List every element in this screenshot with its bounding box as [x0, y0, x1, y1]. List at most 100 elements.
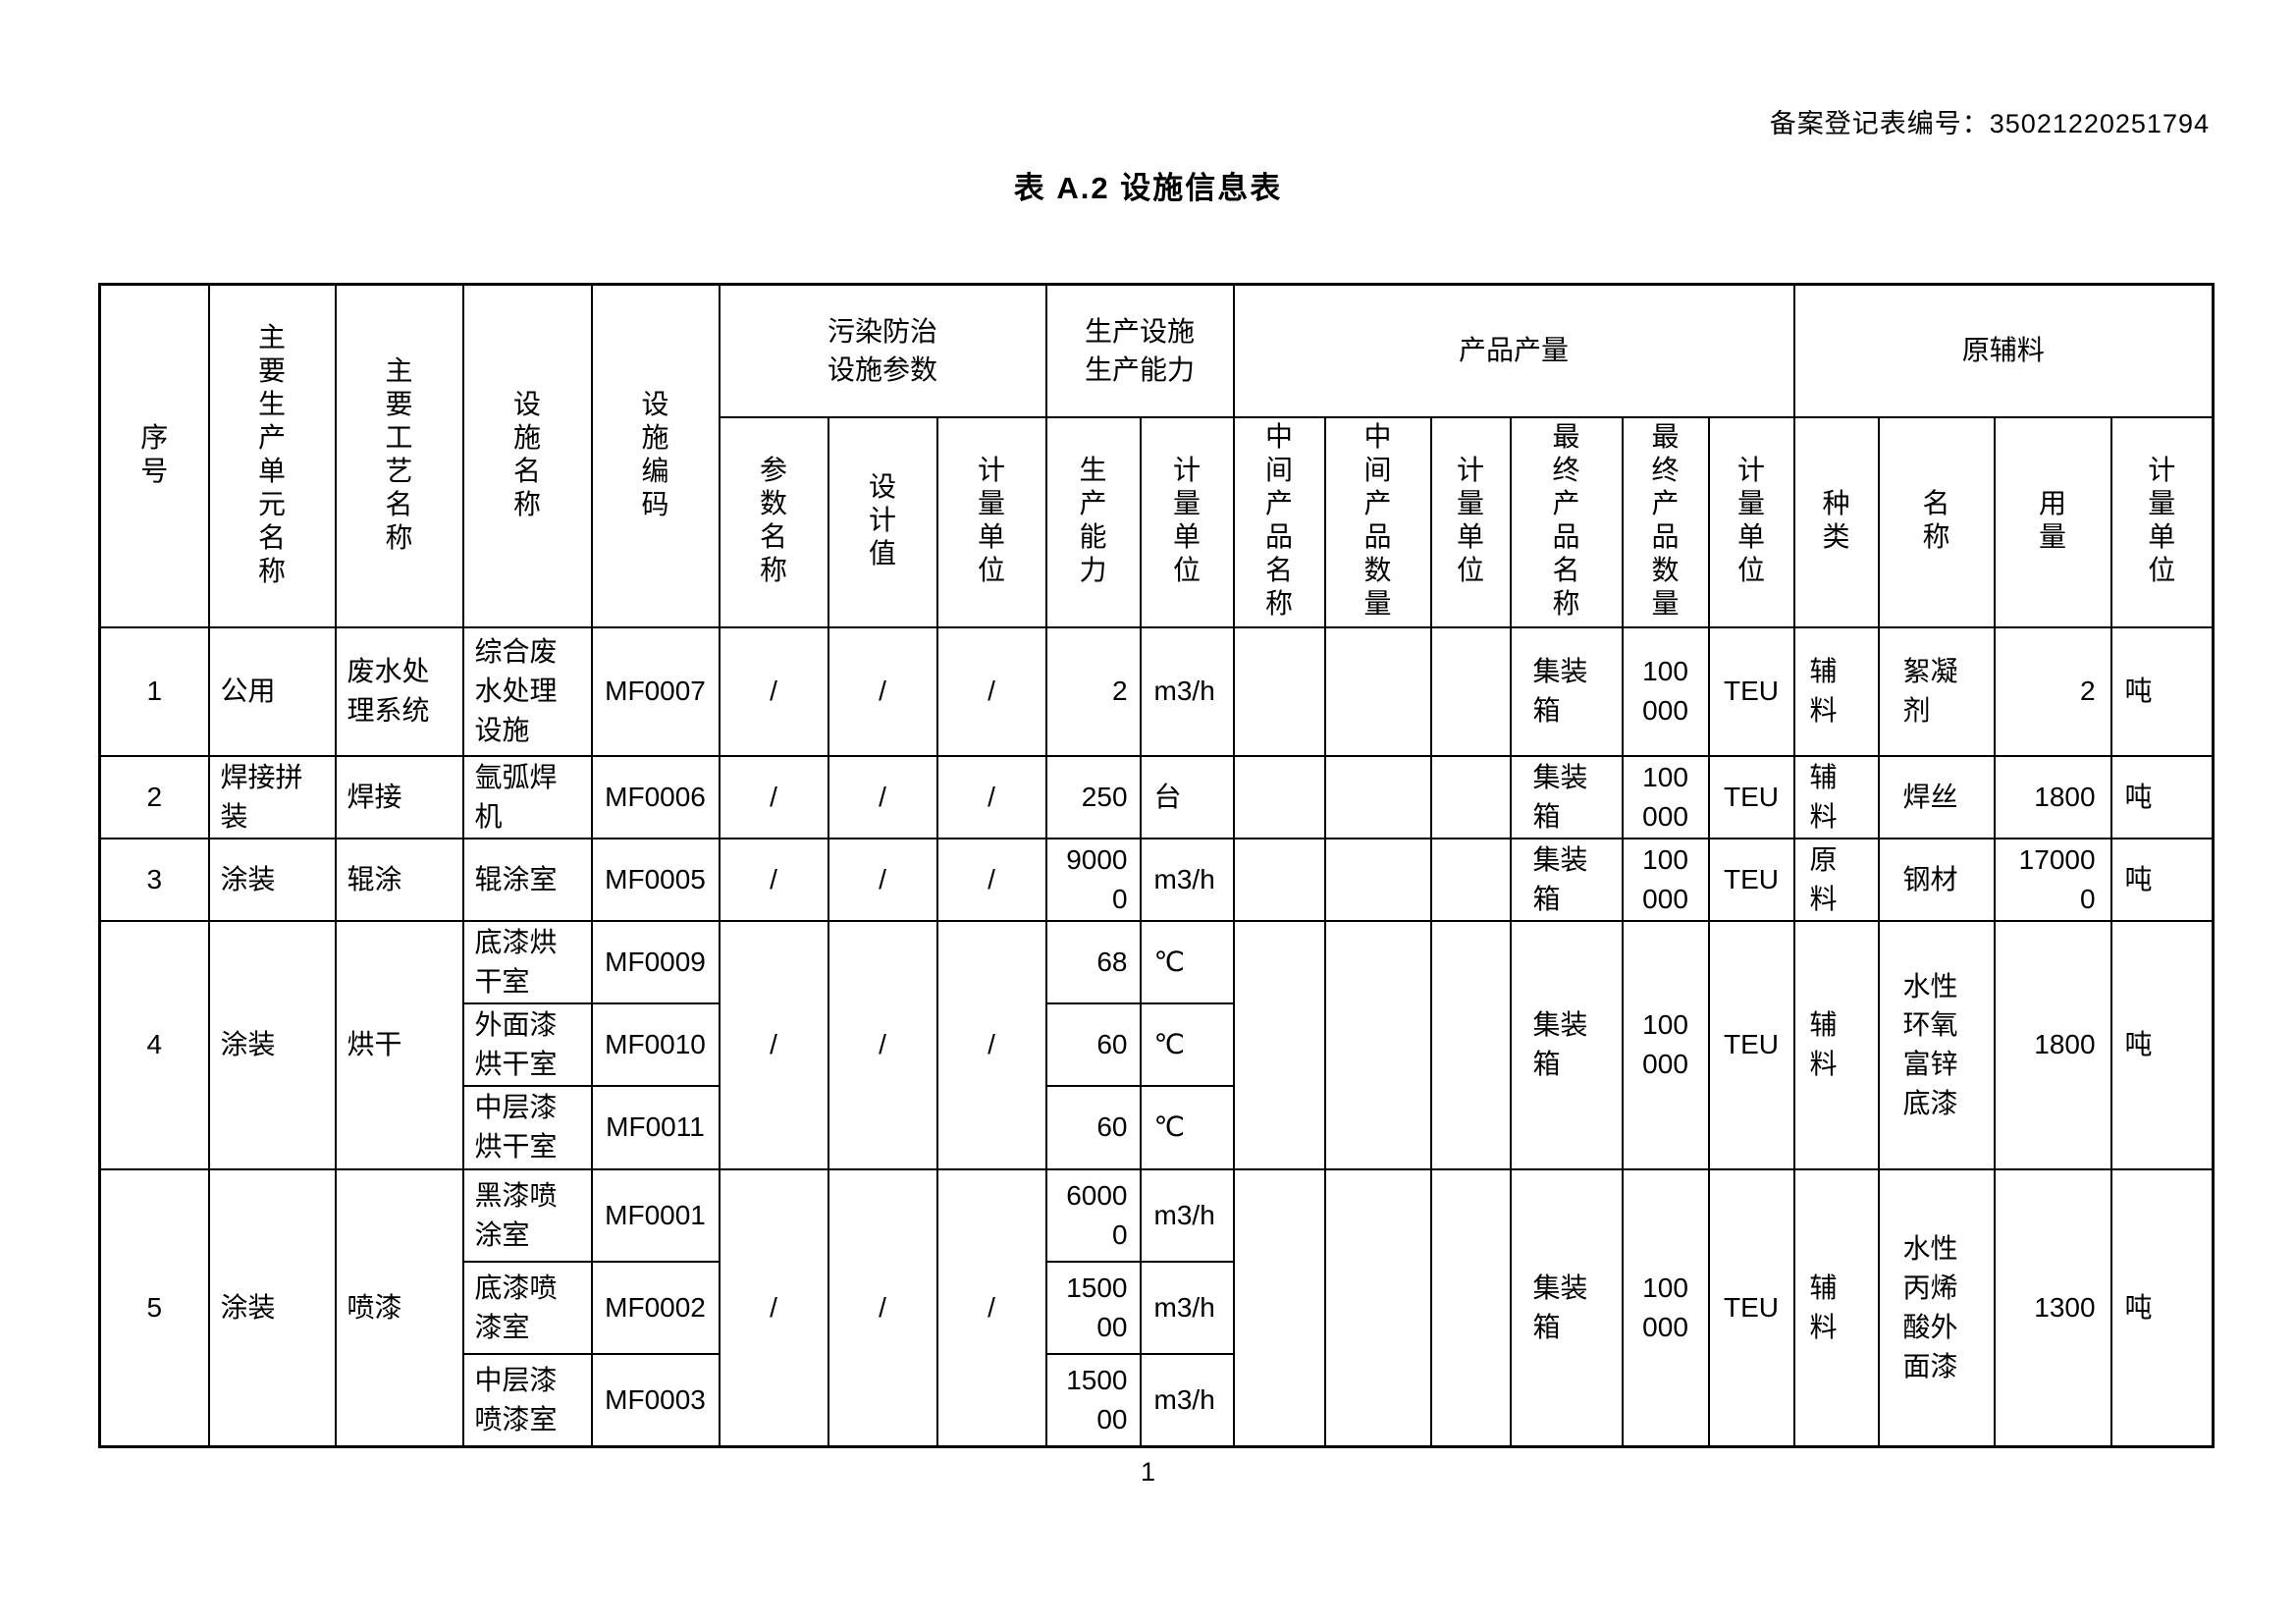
col-header-production-capacity-label: 生产能力	[1079, 455, 1107, 586]
col-header-material-amount-label: 用量	[2039, 488, 2067, 553]
cell-seq: 5	[98, 1167, 210, 1448]
cell-facility-code: MF0003	[590, 1352, 721, 1448]
cell-material-name: 焊丝	[1877, 754, 1996, 839]
cell-main-process: 焊接	[334, 754, 464, 839]
cell-param-name: /	[718, 837, 829, 922]
table-row: 1 公用 废水处理系统 综合废水处理设施 MF0007 / / / 2 m3/h…	[98, 625, 2215, 757]
group-header-product-output: 产品产量	[1232, 283, 1795, 418]
cell-mid-product-qty	[1323, 919, 1432, 1170]
col-header-mid-product-qty-label: 中间产品数量	[1363, 421, 1392, 620]
page-title: 表 A.2 设施信息表	[1013, 171, 1283, 205]
col-header-design-value: 设计值	[827, 415, 938, 628]
col-header-facility-code-label: 设施编码	[641, 388, 669, 519]
cell-facility-code: MF0006	[590, 754, 721, 839]
cell-material-amount: 1800	[1993, 919, 2112, 1170]
cell-main-process: 喷漆	[334, 1167, 464, 1448]
col-header-main-unit: 主要生产单元名称	[207, 283, 337, 628]
cell-material-kind: 原料	[1792, 837, 1880, 922]
cell-facility-code: MF0007	[590, 625, 721, 757]
cell-material-unit: 吨	[2109, 837, 2215, 922]
cell-final-product-qty: 100 000	[1621, 625, 1710, 757]
cell-final-product-unit: TEU	[1707, 837, 1795, 922]
cell-material-name: 絮凝剂	[1877, 625, 1996, 757]
cell-facility-name: 底漆烘干室	[461, 919, 593, 1004]
group-header-pollution-params: 污染防治 设施参数	[718, 283, 1047, 418]
group-header-raw-materials: 原辅料	[1792, 283, 2215, 418]
col-header-final-product-name: 最终产品名称	[1509, 415, 1624, 628]
cell-param-unit: /	[935, 625, 1047, 757]
table-row: 底漆喷漆室 MF0002 150000 m3/h	[100, 1260, 2214, 1355]
cell-material-kind: 辅料	[1792, 625, 1880, 757]
cell-material-name: 水性环氧富锌底漆	[1877, 919, 1996, 1170]
cell-main-unit: 涂装	[207, 837, 337, 922]
col-header-material-kind: 种类	[1792, 415, 1880, 628]
col-header-main-process-label: 主要工艺名称	[385, 354, 413, 553]
cell-final-product-name: 集装箱	[1509, 625, 1624, 757]
cell-mid-product-unit	[1429, 919, 1512, 1170]
cell-final-product-name: 集装箱	[1509, 1167, 1624, 1448]
cell-facility-name: 氩弧焊机	[461, 754, 593, 839]
cell-mid-product-unit	[1429, 754, 1512, 839]
col-header-final-product-name-label: 最终产品名称	[1552, 421, 1580, 620]
cell-seq: 2	[98, 754, 210, 839]
col-header-facility-code: 设施编码	[590, 283, 721, 628]
group-header-production-capacity: 生产设施 生产能力	[1044, 283, 1235, 418]
cell-facility-code: MF0002	[590, 1260, 721, 1355]
cell-material-kind: 辅料	[1792, 1167, 1880, 1448]
col-header-material-amount: 用量	[1993, 415, 2112, 628]
cell-design-value: /	[827, 919, 938, 1170]
col-header-material-kind-label: 种类	[1822, 488, 1850, 553]
col-header-param-name-label: 参数名称	[760, 455, 788, 586]
cell-facility-code: MF0011	[590, 1084, 721, 1170]
col-header-measure-unit-5: 计量单位	[2109, 415, 2215, 628]
col-header-measure-unit-label: 计量单位	[1457, 455, 1485, 586]
cell-param-name: /	[718, 754, 829, 839]
cell-capacity: 90000	[1044, 837, 1142, 922]
doc-registration-number: 备案登记表编号：35021220251794	[1769, 109, 2210, 138]
cell-final-product-qty: 100 000	[1621, 1167, 1710, 1448]
cell-param-name: /	[718, 1167, 829, 1448]
col-header-seq-label: 序号	[140, 421, 169, 486]
cell-facility-name: 中层漆喷漆室	[461, 1352, 593, 1448]
cell-final-product-unit: TEU	[1707, 625, 1795, 757]
cell-facility-name: 辊涂室	[461, 837, 593, 922]
col-header-material-name-label: 名称	[1922, 488, 1950, 553]
cell-design-value: /	[827, 837, 938, 922]
cell-mid-product-qty	[1323, 625, 1432, 757]
cell-capacity-unit: m3/h	[1139, 837, 1235, 922]
cell-design-value: /	[827, 625, 938, 757]
cell-material-unit: 吨	[2109, 1167, 2215, 1448]
cell-mid-product-name	[1232, 625, 1326, 757]
col-header-mid-product-name: 中间产品名称	[1232, 415, 1326, 628]
cell-capacity-unit: ℃	[1139, 1084, 1235, 1170]
header-row-groups: 序号 主要生产单元名称 主要工艺名称 设施名称 设施编码 污染防治 设施参数 生…	[98, 283, 2215, 628]
col-header-material-name: 名称	[1877, 415, 1996, 628]
cell-seq: 1	[98, 625, 210, 757]
cell-capacity-unit: m3/h	[1139, 1352, 1235, 1448]
cell-mid-product-name	[1232, 1167, 1326, 1448]
cell-seq: 4	[98, 919, 210, 1170]
cell-facility-name: 黑漆喷涂室	[461, 1167, 593, 1263]
cell-material-amount: 170000	[1993, 837, 2112, 922]
header-row-columns: 参数名称 设计值 计量单位 生产能力 计量单位 中间产品名称 中间产品数量 计量…	[100, 415, 2215, 628]
cell-capacity: 250	[1044, 754, 1142, 839]
cell-facility-name: 中层漆烘干室	[461, 1084, 593, 1170]
cell-capacity-unit: m3/h	[1139, 1260, 1235, 1355]
cell-material-amount: 1300	[1993, 1167, 2112, 1448]
cell-capacity: 150000	[1044, 1352, 1142, 1448]
col-header-mid-product-name-label: 中间产品名称	[1265, 421, 1294, 620]
cell-capacity: 68	[1044, 919, 1142, 1004]
cell-main-unit: 焊接拼装	[207, 754, 337, 839]
cell-design-value: /	[827, 1167, 938, 1448]
cell-final-product-qty: 100 000	[1621, 837, 1710, 922]
table-row: 3 涂装 辊涂 辊涂室 MF0005 / / / 90000 m3/h 集装箱 …	[98, 837, 2215, 922]
cell-facility-code: MF0010	[590, 1001, 721, 1087]
col-header-measure-unit-label: 计量单位	[1737, 455, 1766, 586]
cell-capacity: 60000	[1044, 1167, 1142, 1263]
cell-material-name: 水性丙烯酸外面漆	[1877, 1167, 1996, 1448]
cell-material-unit: 吨	[2109, 754, 2215, 839]
cell-main-unit: 公用	[207, 625, 337, 757]
cell-main-process: 烘干	[334, 919, 464, 1170]
col-header-param-name: 参数名称	[718, 415, 829, 628]
cell-capacity-unit: m3/h	[1139, 625, 1235, 757]
